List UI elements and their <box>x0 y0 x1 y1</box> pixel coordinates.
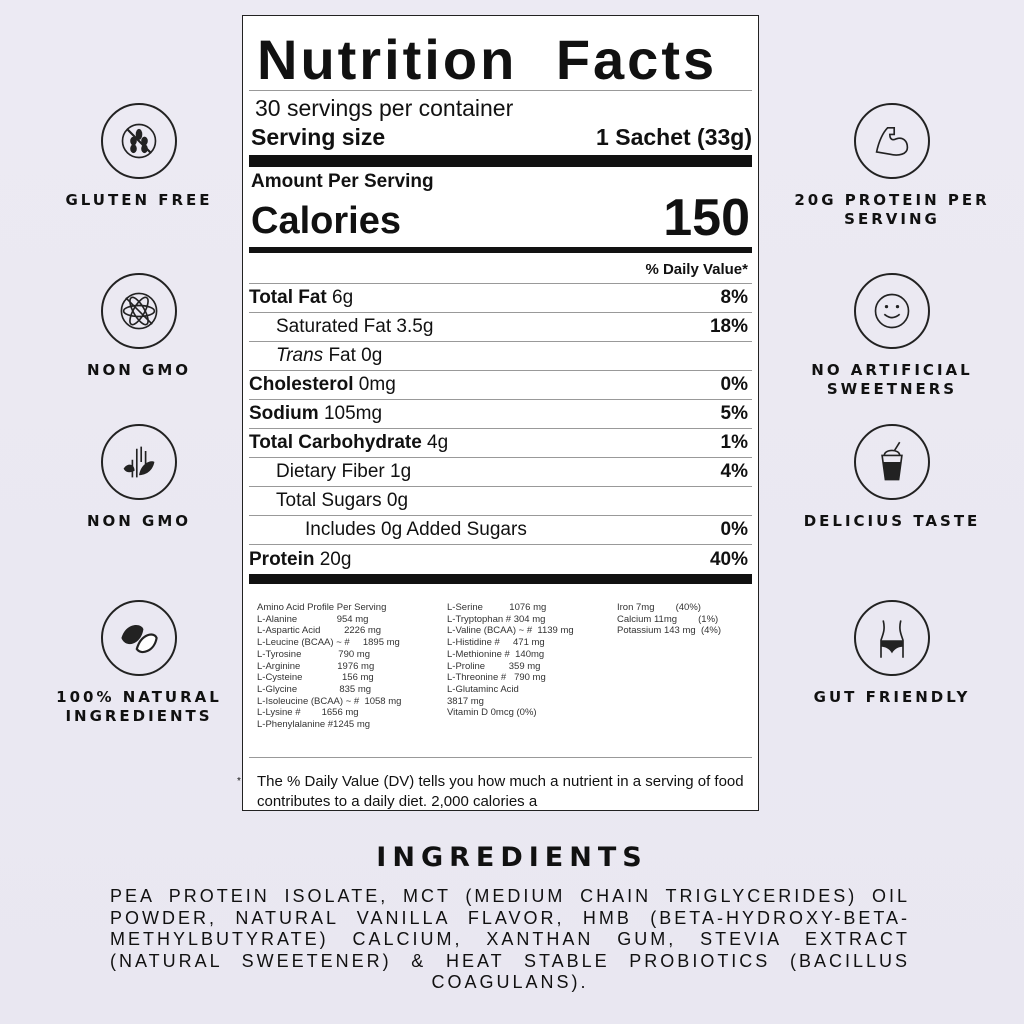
amino-line: L-Leucine (BCAA) ~ # 1895 mg <box>257 637 400 649</box>
amino-line: 3817 mg <box>447 695 484 707</box>
footnote-text: The % Daily Value (DV) tells you how muc… <box>257 773 744 810</box>
amino-line: L-Glutaminc Acid <box>447 683 519 695</box>
feature-badge-text: 20G PROTEIN PER SERVING <box>794 191 990 228</box>
nutrient-name: Total Sugars 0g <box>276 490 409 511</box>
feature-badge: NO ARTIFICIAL SWEETNERS <box>792 273 992 399</box>
nutrient-daily-value: 4% <box>720 461 748 482</box>
nutrient-row: Dietary Fiber 1g 4% <box>249 458 752 487</box>
serving-size: Serving size 1 Sachet (33g) <box>249 122 752 155</box>
nutrient-daily-value: 0% <box>720 374 748 395</box>
servings-per-container: 30 servings per container <box>255 95 514 121</box>
feature-badge: GUT FRIENDLY <box>792 600 992 707</box>
serving-size-value: 1 Sachet (33g) <box>596 124 752 150</box>
nutrient-daily-value: 40% <box>709 548 748 570</box>
nutrient-row: Total Carbohydrate 4g 1% <box>249 429 752 458</box>
amino-line: L-Valine (BCAA) ~ # 1139 mg <box>447 625 574 637</box>
nutrient-name: Includes 0g Added Sugars <box>305 519 527 540</box>
amino-line: L-Arginine 1976 mg <box>257 660 375 672</box>
feature-badge-text: GLUTEN FREE <box>65 191 213 209</box>
amino-line: L-Serine 1076 mg <box>447 602 547 613</box>
feature-badge: 100% NATURAL INGREDIENTS <box>39 600 239 726</box>
nutrient-row: Total Fat 6g 8% <box>249 284 752 313</box>
amino-line: Potassium 143 mg (4%) <box>617 625 722 637</box>
amino-line: Amino Acid Profile Per Serving <box>257 602 387 613</box>
nutrient-name: Saturated Fat 3.5g <box>276 316 434 337</box>
nutrient-row: Trans Fat 0g <box>249 342 752 371</box>
amino-line: Iron 7mg (40%) <box>617 602 701 613</box>
flexed-arm-icon <box>854 103 930 179</box>
amino-line: L-Proline 359 mg <box>447 660 541 672</box>
nutrient-name: Protein 20g <box>249 548 352 570</box>
daily-value-header: % Daily Value* <box>249 253 752 284</box>
amino-line: L-Aspartic Acid 2226 mg <box>257 625 382 637</box>
smiley-icon <box>854 273 930 349</box>
amino-line: L-Isoleucine (BCAA) ~ # 1058 mg <box>257 695 402 707</box>
feature-badge-text: NON GMO <box>86 512 192 530</box>
amount-per-serving: Amount Per Serving <box>251 171 434 192</box>
leaves-icon <box>101 600 177 676</box>
nutrient-daily-value: 0% <box>720 519 748 540</box>
nutrient-daily-value: 1% <box>720 432 748 453</box>
nutrient-daily-value: 18% <box>709 316 748 337</box>
feature-badge-text: NO ARTIFICIAL SWEETNERS <box>811 361 973 398</box>
atom-crossed-icon <box>101 273 177 349</box>
amino-line: Calcium 11mg (1%) <box>617 613 719 625</box>
ingredients-heading: INGREDIENTS <box>376 842 648 873</box>
feature-badge-text: 100% NATURAL INGREDIENTS <box>56 688 222 725</box>
feature-badge-text: NON GMO <box>86 361 192 379</box>
feature-badge: GLUTEN FREE <box>39 103 239 210</box>
label-title: Nutrition Facts <box>257 28 718 91</box>
amino-line: L-Methionine # 140mg <box>447 648 545 660</box>
amino-acid-profile: Amino Acid Profile Per Serving L-Alanine … <box>249 584 752 758</box>
amino-line: L-Tyrosine 790 mg <box>257 648 370 660</box>
calories-label: Calories <box>251 200 401 242</box>
nutrient-row: Saturated Fat 3.5g 18% <box>249 313 752 342</box>
wheat-crossed-icon <box>101 103 177 179</box>
amino-line: L-Phenylalanine #1245 mg <box>257 719 371 731</box>
feature-badge-text: DELICIUS TASTE <box>803 512 981 530</box>
serving-size-label: Serving size <box>251 124 386 150</box>
nutrient-name: Sodium 105mg <box>249 403 383 424</box>
torso-icon <box>854 600 930 676</box>
feature-badge: 20G PROTEIN PER SERVING <box>792 103 992 229</box>
nutrient-daily-value: 8% <box>720 287 748 308</box>
nutrient-row: Protein 20g 40% <box>249 545 752 574</box>
calories-row: Calories 150 <box>249 189 752 247</box>
hand-leaf-icon <box>101 424 177 500</box>
nutrition-facts-label: Nutrition Facts 30 servings per containe… <box>237 15 759 811</box>
amino-line: L-Histidine # 471 mg <box>447 637 545 649</box>
feature-badge-text: GUT FRIENDLY <box>813 688 971 706</box>
feature-badge: NON GMO <box>39 424 239 531</box>
nutrient-row: Sodium 105mg 5% <box>249 400 752 429</box>
amino-line: L-Alanine 954 mg <box>257 613 369 625</box>
amino-line: Vitamin D 0mcg (0%) <box>447 707 537 719</box>
feature-badge: DELICIUS TASTE <box>792 424 992 531</box>
footnote: * The % Daily Value (DV) tells you how mu… <box>237 758 752 826</box>
nutrient-name: Total Carbohydrate 4g <box>249 432 449 453</box>
amino-line: L-Cysteine 156 mg <box>257 672 374 684</box>
feature-badge: NON GMO <box>39 273 239 380</box>
ingredients-text: Pea Protein Isolate, MCT (Medium Chain T… <box>110 886 910 992</box>
footnote-mark: * <box>237 776 241 787</box>
calories-value: 150 <box>663 189 750 247</box>
amino-line: L-Tryptophan # 304 mg <box>447 613 546 625</box>
shake-cup-icon <box>854 424 930 500</box>
nutrient-daily-value: 5% <box>720 403 748 424</box>
nutrient-name: Total Fat 6g <box>249 287 354 308</box>
amino-line: L-Glycine 835 mg <box>257 683 372 695</box>
amino-line: L-Threonine # 790 mg <box>447 672 546 684</box>
nutrient-row: Includes 0g Added Sugars 0% <box>249 516 752 545</box>
nutrient-row: Cholesterol 0mg 0% <box>249 371 752 400</box>
amino-line: L-Lysine # 1656 mg <box>257 707 359 719</box>
nutrient-row: Total Sugars 0g <box>249 487 752 516</box>
nutrient-name: Trans Fat 0g <box>276 345 383 366</box>
nutrient-name: Cholesterol 0mg <box>249 374 396 395</box>
nutrient-name: Dietary Fiber 1g <box>276 461 412 482</box>
